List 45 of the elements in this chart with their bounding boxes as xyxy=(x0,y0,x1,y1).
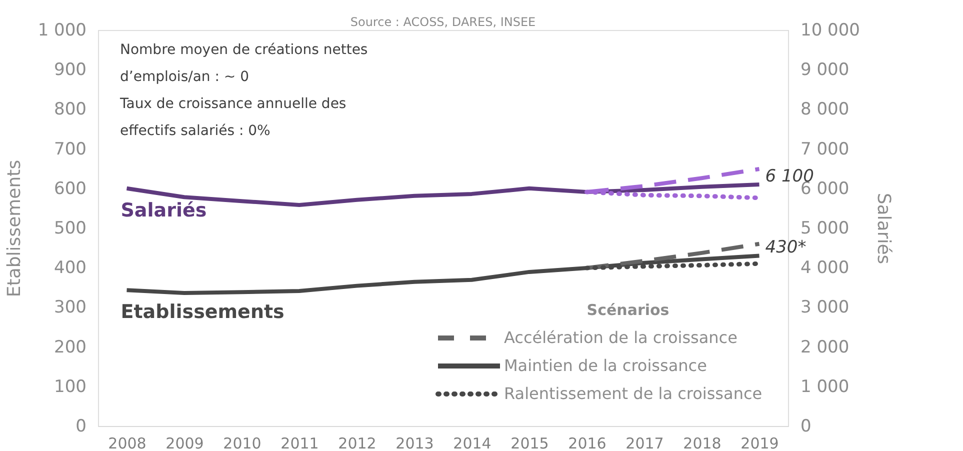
y-tick-label: 400 xyxy=(54,258,86,278)
x-tick-label: 2008 xyxy=(108,434,146,451)
y2-tick-label: 1 000 xyxy=(800,376,850,397)
x-tick-label: 2019 xyxy=(740,434,779,451)
y-tick-label: 300 xyxy=(54,298,86,318)
y2-tick-label: 4 000 xyxy=(800,258,850,278)
y-tick-label: 600 xyxy=(54,178,86,199)
y2-axis-title: Salariés xyxy=(872,192,894,264)
y2-tick-label: 7 000 xyxy=(800,139,850,160)
y-axis-title: Etablissements xyxy=(4,160,25,298)
y-tick-label: 900 xyxy=(54,60,86,80)
data-label: 430* xyxy=(765,238,806,258)
series-label: Etablissements xyxy=(120,301,284,324)
y-tick-label: 500 xyxy=(54,218,86,238)
x-tick-label: 2012 xyxy=(338,434,376,451)
y2-tick-label: 5 000 xyxy=(800,218,850,238)
y2-tick-label: 2 000 xyxy=(800,337,850,358)
x-tick-label: 2009 xyxy=(166,434,204,451)
legend-label: Maintien de la croissance xyxy=(504,356,707,375)
x-tick-label: 2011 xyxy=(280,434,319,451)
x-tick-label: 2010 xyxy=(223,434,262,451)
y2-tick-label: 8 000 xyxy=(800,100,850,120)
y2-tick-label: 3 000 xyxy=(800,298,850,318)
x-tick-label: 2018 xyxy=(683,434,722,451)
x-tick-label: 2016 xyxy=(568,434,606,451)
legend-label: Accélération de la croissance xyxy=(504,328,738,347)
annotation: Taux de croissance annuelle des effectifs salariés : 0% xyxy=(119,96,346,139)
y2-tick-label: 9 000 xyxy=(800,60,850,80)
y2-tick-label: 0 xyxy=(800,416,812,436)
y-tick-label: 800 xyxy=(54,100,86,120)
y-tick-label: 1 000 xyxy=(38,20,86,40)
source-note: Source : ACOSS, DARES, INSEE xyxy=(350,15,536,29)
y-tick-label: 100 xyxy=(54,376,86,397)
x-tick-label: 2015 xyxy=(510,434,549,451)
annotation: Nombre moyen de créations nettes d’emplois/an : ~ 0 xyxy=(120,42,368,85)
y-tick-label: 200 xyxy=(54,337,86,358)
y-tick-label: 0 xyxy=(76,416,86,436)
y2-tick-label: 10 000 xyxy=(800,20,860,40)
x-tick-label: 2014 xyxy=(453,434,492,451)
x-tick-label: 2013 xyxy=(396,434,434,451)
series-label: Salariés xyxy=(120,199,207,222)
y-tick-label: 700 xyxy=(54,139,86,160)
legend-label: Ralentissement de la croissance xyxy=(504,384,762,403)
legend-title: Scénarios xyxy=(586,301,670,319)
x-tick-label: 2017 xyxy=(626,434,664,451)
